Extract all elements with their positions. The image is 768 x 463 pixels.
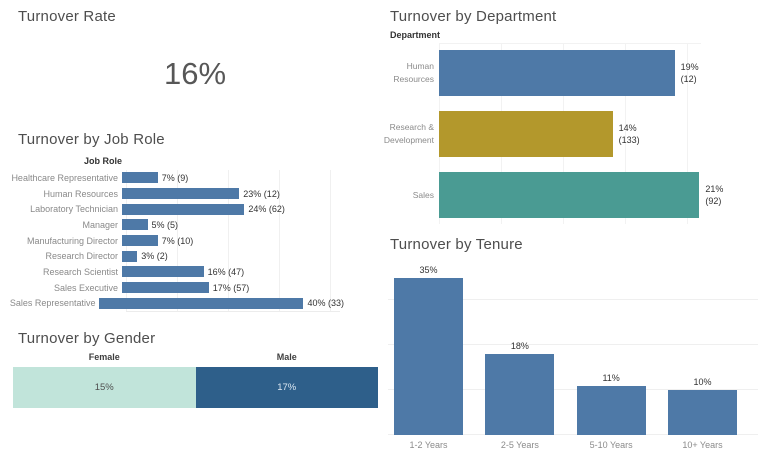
tenure-category: 5-10 Years: [589, 440, 633, 450]
tenure-bar[interactable]: [394, 277, 463, 435]
department-label: Human Resources: [393, 61, 434, 84]
job-role-row: Healthcare Representative 7% (9): [0, 170, 344, 186]
gender-segment-male[interactable]: 17%: [195, 367, 378, 408]
tenure-title: Turnover by Tenure: [390, 236, 523, 253]
tenure-bar-group: 35%: [394, 264, 463, 435]
job-role-label: Sales Executive: [53, 282, 118, 293]
job-role-bar[interactable]: [122, 266, 204, 278]
job-role-label: Research Director: [45, 251, 118, 262]
job-role-value: 7% (9): [161, 172, 189, 183]
job-role-column-header: Job Role: [83, 156, 122, 166]
job-role-row: Laboratory Technician 24% (62): [0, 201, 344, 217]
department-title: Turnover by Department: [390, 8, 557, 25]
job-role-value: 16% (47): [207, 266, 245, 277]
job-role-row: Sales Executive 17% (57): [0, 280, 344, 296]
job-role-value: 24% (62): [248, 204, 285, 215]
job-role-label: Laboratory Technician: [30, 204, 118, 215]
gender-header-male: Male: [276, 352, 297, 362]
job-role-value: 40% (33): [307, 298, 344, 309]
department-value: 19% (12): [680, 61, 699, 84]
tenure-value: 10%: [693, 377, 712, 387]
tenure-bar-group: 10%: [667, 377, 737, 435]
gender-column-headers: Female Male: [13, 352, 378, 362]
tenure-bar[interactable]: [485, 354, 555, 435]
job-role-bar[interactable]: [122, 188, 240, 200]
job-role-bar[interactable]: [122, 203, 245, 215]
tenure-bar[interactable]: [667, 390, 737, 435]
job-role-bar[interactable]: [122, 219, 148, 231]
job-role-bar[interactable]: [99, 297, 304, 309]
department-column-header: Department: [390, 30, 441, 40]
turnover-rate-value: 16%: [163, 56, 227, 91]
tenure-bar[interactable]: [576, 385, 646, 435]
tenure-value: 18%: [510, 341, 529, 351]
department-label: Sales: [412, 189, 434, 200]
tenure-value: 11%: [602, 372, 620, 383]
job-role-label: Healthcare Representative: [11, 172, 118, 183]
tenure-bar-group: 18%: [485, 341, 555, 435]
gender-stacked-bar: 15% 17%: [13, 367, 378, 408]
job-role-bar[interactable]: [122, 282, 209, 294]
job-role-bar[interactable]: [122, 250, 138, 262]
tenure-category: 2-5 Years: [500, 440, 539, 450]
job-role-value: 17% (57): [212, 282, 250, 293]
department-bar[interactable]: [439, 111, 613, 157]
job-role-label: Research Scientist: [42, 266, 118, 277]
job-role-bar[interactable]: [122, 235, 158, 247]
job-role-label: Manager: [82, 219, 118, 230]
job-role-label: Sales Representative: [9, 298, 96, 309]
tenure-category: 1-2 Years: [409, 440, 448, 450]
job-role-row: Sales Representative 40% (33): [0, 296, 344, 312]
job-role-value: 5% (5): [151, 219, 179, 230]
gender-title: Turnover by Gender: [18, 330, 156, 347]
job-role-chart: Healthcare Representative 7% (9) Human R…: [0, 170, 344, 312]
job-role-value: 23% (12): [243, 188, 280, 199]
job-role-value: 7% (10): [161, 235, 194, 246]
gender-header-female: Female: [88, 352, 120, 362]
job-role-row: Manager 5% (5): [0, 217, 344, 233]
department-bar[interactable]: [439, 50, 675, 96]
job-role-row: Research Director 3% (2): [0, 248, 344, 264]
department-value: 14% (133): [618, 122, 640, 145]
tenure-value: 35%: [419, 264, 438, 275]
tenure-category: 10+ Years: [682, 440, 723, 450]
department-row: 19% (12): [439, 50, 699, 96]
tenure-chart: 35% 18% 11% 10%: [394, 258, 737, 435]
tenure-bar-group: 11%: [576, 372, 646, 435]
job-role-value: 3% (2): [141, 251, 168, 262]
job-role-label: Human Resources: [43, 188, 118, 199]
job-role-row: Manufacturing Director 7% (10): [0, 233, 344, 249]
job-role-title: Turnover by Job Role: [18, 131, 165, 148]
department-row: 21% (92): [439, 172, 723, 218]
job-role-bar[interactable]: [122, 172, 158, 184]
turnover-rate-title: Turnover Rate: [18, 8, 116, 25]
tenure-axis-labels: 1-2 Years 2-5 Years 5-10 Years 10+ Years: [394, 440, 737, 450]
gender-segment-female[interactable]: 15%: [13, 367, 196, 408]
job-role-row: Human Resources 23% (12): [0, 186, 344, 202]
department-row: 14% (133): [439, 111, 640, 157]
job-role-label: Manufacturing Director: [26, 235, 118, 246]
department-value: 21% (92): [705, 183, 724, 206]
department-bar[interactable]: [439, 172, 700, 218]
job-role-row: Research Scientist 16% (47): [0, 264, 344, 280]
department-label: Research & Development: [383, 122, 434, 145]
